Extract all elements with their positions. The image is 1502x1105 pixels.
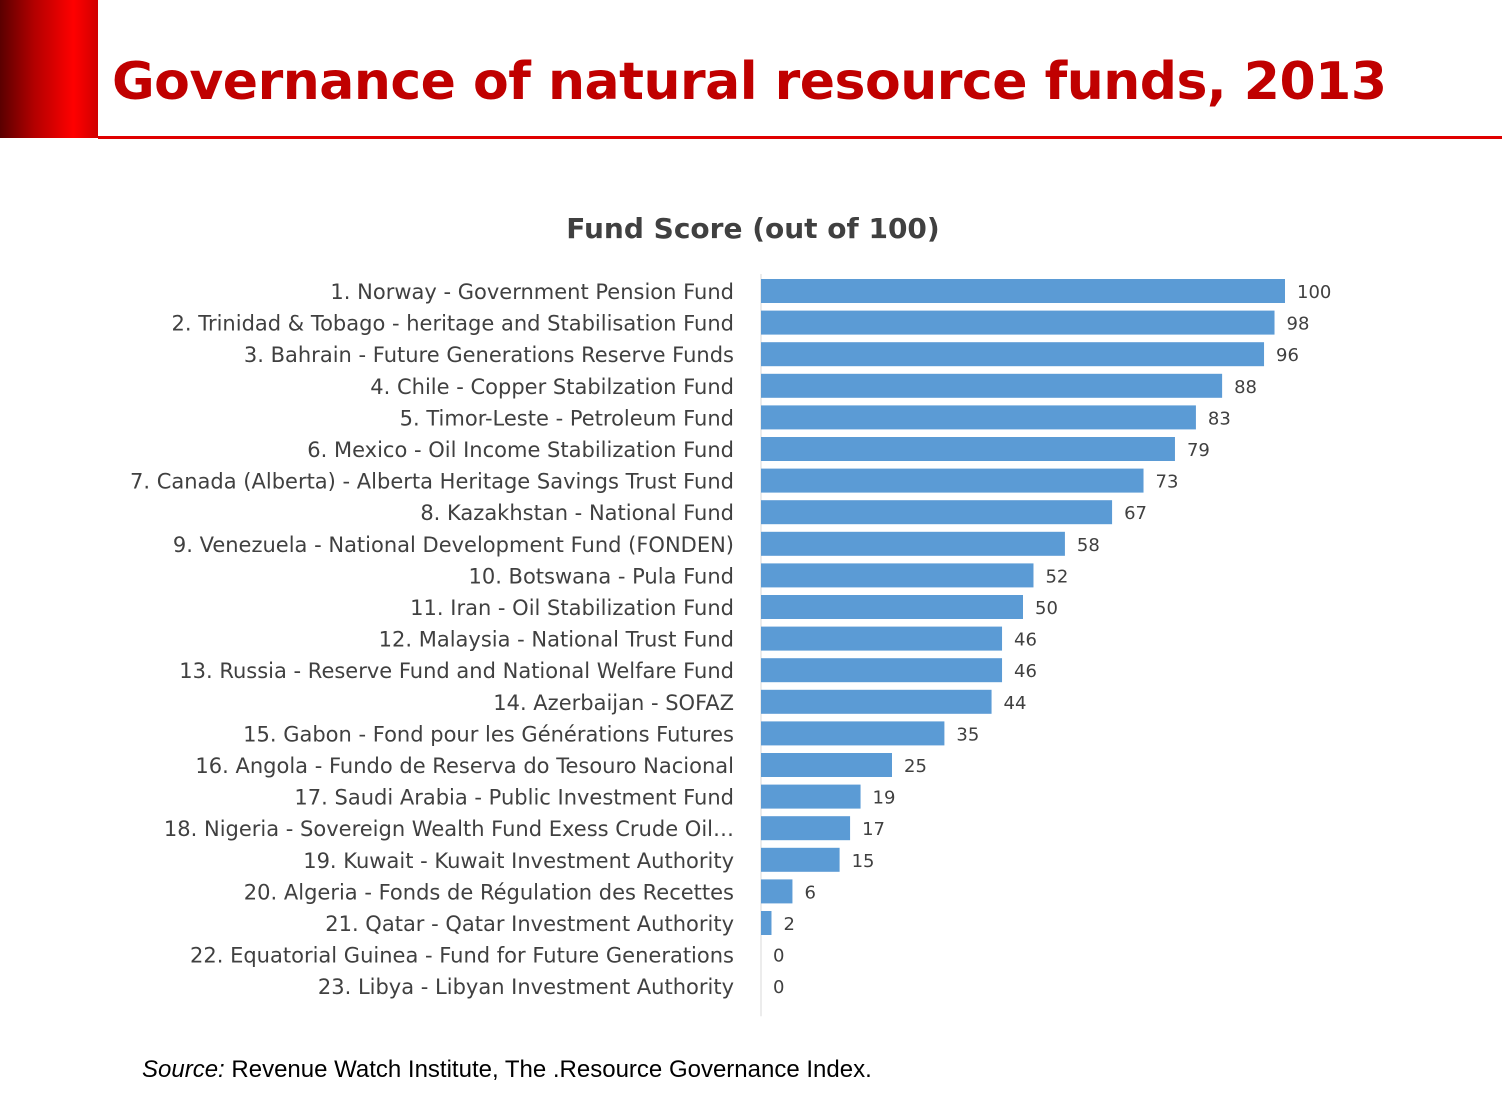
category-label: 3. Bahrain - Future Generations Reserve …: [244, 343, 734, 367]
source-note: Source: Revenue Watch Institute, The .Re…: [142, 1056, 872, 1084]
category-label: 9. Venezuela - National Development Fund…: [173, 533, 734, 557]
category-label: 16. Angola - Fundo de Reserva do Tesouro…: [195, 754, 734, 778]
category-label: 10. Botswana - Pula Fund: [468, 564, 734, 588]
bar: [761, 911, 772, 935]
category-label: 11. Iran - Oil Stabilization Fund: [410, 596, 734, 620]
data-label: 79: [1187, 440, 1210, 461]
data-label: 15: [852, 851, 875, 872]
data-label: 0: [773, 977, 784, 998]
category-label: 20. Algeria - Fonds de Régulation des Re…: [244, 880, 734, 904]
bar-chart: Fund Score (out of 100) 1. Norway - Gover…: [130, 212, 1331, 1017]
category-label: 23. Libya - Libyan Investment Authority: [318, 975, 734, 999]
category-label: 4. Chile - Copper Stabilzation Fund: [370, 375, 734, 399]
bar: [761, 468, 1144, 493]
bar: [761, 563, 1034, 588]
data-label: 17: [862, 819, 885, 840]
bar: [761, 689, 992, 714]
data-label: 19: [873, 788, 896, 809]
source-text: Revenue Watch Institute, The .Resource G…: [224, 1056, 872, 1083]
category-label: 5. Timor-Leste - Petroleum Fund: [400, 406, 734, 430]
data-label: 100: [1297, 282, 1331, 303]
bar: [761, 405, 1196, 430]
data-label: 52: [1045, 566, 1068, 587]
bar: [761, 531, 1065, 556]
category-label: 14. Azerbaijan - SOFAZ: [493, 691, 734, 715]
category-label: 22. Equatorial Guinea - Fund for Future …: [190, 944, 734, 968]
data-label: 58: [1077, 535, 1100, 556]
data-label: 46: [1014, 630, 1037, 651]
bar: [761, 658, 1003, 683]
data-label: 46: [1014, 661, 1037, 682]
data-label: 88: [1234, 377, 1257, 398]
source-label: Source:: [142, 1056, 225, 1083]
bar: [761, 847, 840, 872]
bar: [761, 626, 1003, 651]
data-label: 96: [1276, 345, 1299, 366]
data-label: 2: [783, 914, 794, 935]
bar: [761, 784, 861, 809]
bar: [761, 595, 1023, 619]
data-label: 0: [773, 946, 784, 967]
category-label: 12. Malaysia - National Trust Fund: [379, 628, 734, 652]
category-label: 6. Mexico - Oil Income Stabilization Fun…: [307, 438, 734, 462]
category-label: 13. Russia - Reserve Fund and National W…: [179, 659, 734, 683]
data-label: 35: [956, 724, 979, 745]
data-label: 44: [1004, 693, 1027, 714]
data-label: 25: [904, 756, 927, 777]
category-label: 8. Kazakhstan - National Fund: [420, 501, 734, 525]
category-label: 15. Gabon - Fond pour les Générations Fu…: [243, 722, 734, 746]
category-label: 19. Kuwait - Kuwait Investment Authority: [303, 849, 734, 873]
bar: [761, 879, 793, 904]
slide-title: Governance of natural resource funds, 20…: [112, 52, 1387, 112]
data-label: 83: [1208, 408, 1231, 429]
title-accent-block: [0, 0, 98, 138]
category-label: 7. Canada (Alberta) - Alberta Heritage S…: [130, 470, 734, 494]
chart-title: Fund Score (out of 100): [566, 212, 939, 245]
bar: [761, 753, 892, 777]
bar: [761, 816, 851, 841]
data-label: 67: [1124, 503, 1147, 524]
category-label: 1. Norway - Government Pension Fund: [330, 280, 734, 304]
bar: [761, 500, 1113, 525]
data-label: 6: [804, 882, 815, 903]
title-divider: [98, 136, 1502, 139]
bar: [761, 373, 1223, 398]
category-label: 21. Qatar - Qatar Investment Authority: [325, 912, 734, 936]
bar: [761, 721, 945, 746]
bar: [761, 310, 1275, 335]
data-label: 73: [1156, 472, 1179, 493]
category-label: 17. Saudi Arabia - Public Investment Fun…: [294, 786, 734, 810]
bar: [761, 279, 1285, 303]
category-label: 18. Nigeria - Sovereign Wealth Fund Exes…: [164, 817, 734, 841]
bar: [761, 437, 1175, 461]
data-label: 50: [1035, 598, 1058, 619]
category-label: 2. Trinidad & Tobago - heritage and Stab…: [172, 312, 735, 336]
data-label: 98: [1287, 314, 1310, 335]
bar: [761, 342, 1265, 367]
